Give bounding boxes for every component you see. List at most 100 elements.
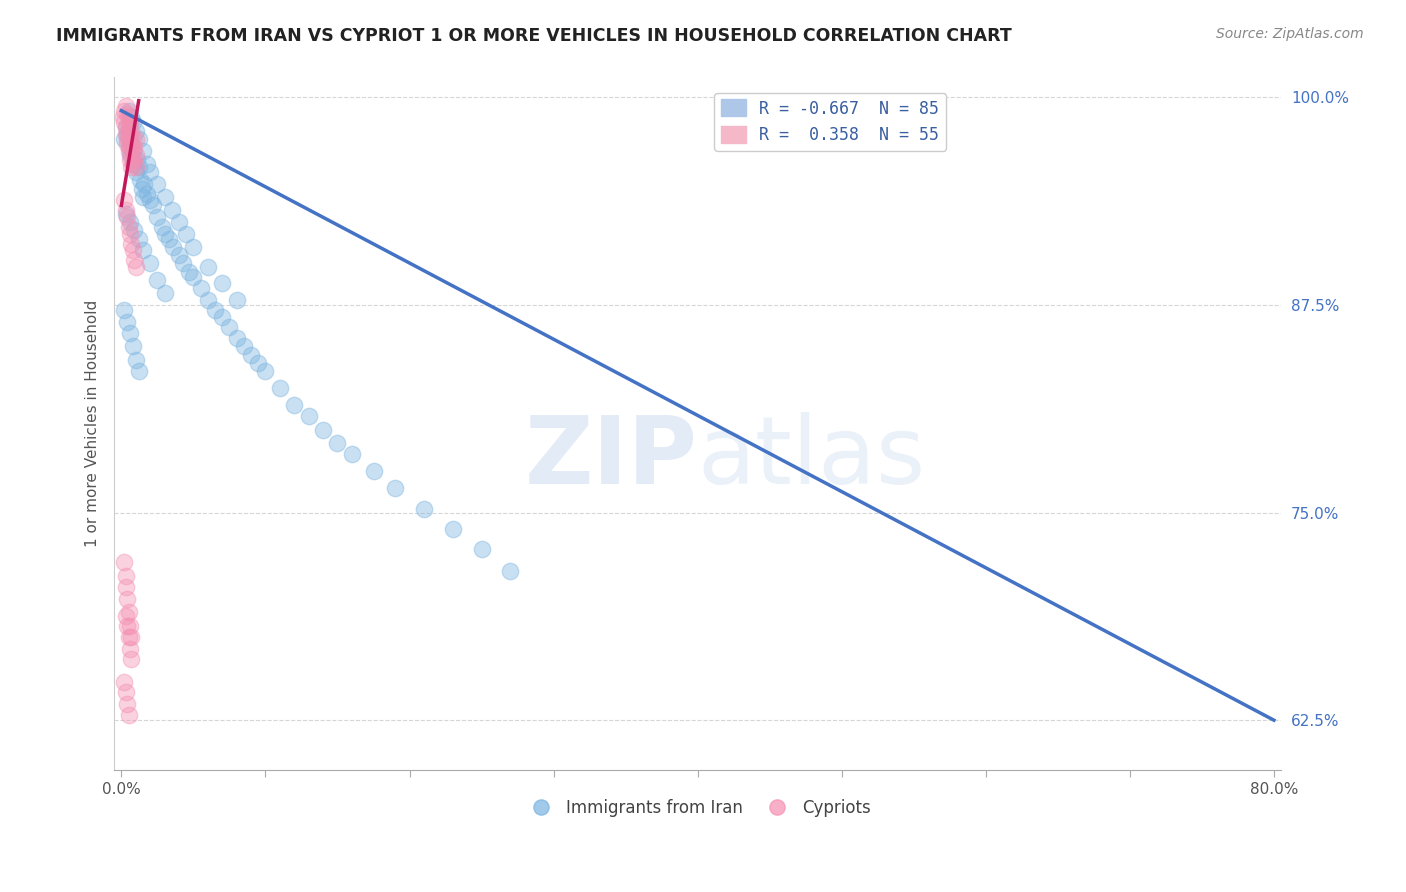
Point	[125, 260, 148, 274]
Point	[441, 522, 464, 536]
Legend: Immigrants from Iran, Cypriots: Immigrants from Iran, Cypriots	[519, 793, 877, 824]
Point	[183, 269, 205, 284]
Point	[139, 194, 162, 208]
Point	[136, 157, 159, 171]
Point	[112, 132, 135, 146]
Point	[128, 231, 150, 245]
Point	[112, 675, 135, 690]
Point	[197, 260, 219, 274]
Point	[122, 243, 145, 257]
Point	[413, 502, 436, 516]
Point	[118, 140, 141, 154]
Point	[125, 352, 148, 367]
Point	[124, 153, 146, 168]
Text: Source: ZipAtlas.com: Source: ZipAtlas.com	[1216, 27, 1364, 41]
Point	[131, 182, 153, 196]
Point	[118, 127, 141, 141]
Point	[269, 381, 291, 395]
Point	[128, 160, 150, 174]
Point	[121, 630, 143, 644]
Point	[121, 651, 143, 665]
Point	[129, 173, 152, 187]
Point	[117, 111, 139, 125]
Point	[183, 240, 205, 254]
Point	[118, 215, 141, 229]
Point	[117, 630, 139, 644]
Point	[132, 190, 155, 204]
Point	[118, 641, 141, 656]
Point	[112, 103, 135, 118]
Point	[174, 227, 197, 241]
Point	[117, 103, 139, 118]
Point	[114, 120, 136, 135]
Point	[117, 120, 139, 135]
Point	[157, 231, 180, 245]
Text: IMMIGRANTS FROM IRAN VS CYPRIOT 1 OR MORE VEHICLES IN HOUSEHOLD CORRELATION CHAR: IMMIGRANTS FROM IRAN VS CYPRIOT 1 OR MOR…	[56, 27, 1012, 45]
Point	[134, 177, 156, 191]
Point	[160, 203, 183, 218]
Point	[240, 348, 263, 362]
Point	[204, 302, 226, 317]
Point	[117, 140, 139, 154]
Point	[121, 111, 143, 125]
Point	[283, 398, 305, 412]
Point	[122, 157, 145, 171]
Point	[124, 140, 146, 154]
Point	[115, 107, 138, 121]
Point	[124, 253, 146, 268]
Point	[150, 219, 173, 234]
Y-axis label: 1 or more Vehicles in Household: 1 or more Vehicles in Household	[86, 300, 100, 548]
Point	[225, 331, 247, 345]
Point	[117, 708, 139, 723]
Point	[128, 364, 150, 378]
Point	[153, 286, 176, 301]
Point	[124, 157, 146, 171]
Point	[177, 265, 200, 279]
Point	[124, 223, 146, 237]
Point	[125, 165, 148, 179]
Point	[114, 568, 136, 582]
Point	[211, 277, 233, 291]
Text: atlas: atlas	[697, 412, 927, 504]
Point	[115, 697, 138, 711]
Point	[132, 243, 155, 257]
Point	[125, 160, 148, 174]
Point	[114, 685, 136, 699]
Point	[114, 608, 136, 623]
Point	[122, 132, 145, 146]
Point	[139, 256, 162, 270]
Point	[167, 215, 190, 229]
Point	[125, 123, 148, 137]
Point	[172, 256, 194, 270]
Point	[132, 144, 155, 158]
Point	[117, 144, 139, 158]
Point	[114, 203, 136, 218]
Point	[125, 132, 148, 146]
Point	[117, 605, 139, 619]
Point	[146, 177, 169, 191]
Point	[114, 206, 136, 220]
Point	[121, 160, 143, 174]
Point	[118, 227, 141, 241]
Point	[112, 302, 135, 317]
Point	[115, 618, 138, 632]
Point	[136, 186, 159, 201]
Point	[218, 319, 240, 334]
Point	[122, 144, 145, 158]
Point	[115, 136, 138, 151]
Point	[142, 198, 165, 212]
Point	[125, 148, 148, 162]
Point	[117, 132, 139, 146]
Point	[121, 123, 143, 137]
Point	[111, 111, 134, 125]
Point	[118, 326, 141, 341]
Text: ZIP: ZIP	[524, 412, 697, 504]
Point	[114, 127, 136, 141]
Point	[118, 618, 141, 632]
Point	[122, 144, 145, 158]
Point	[153, 190, 176, 204]
Point	[118, 153, 141, 168]
Point	[326, 435, 349, 450]
Point	[112, 194, 135, 208]
Point	[247, 356, 270, 370]
